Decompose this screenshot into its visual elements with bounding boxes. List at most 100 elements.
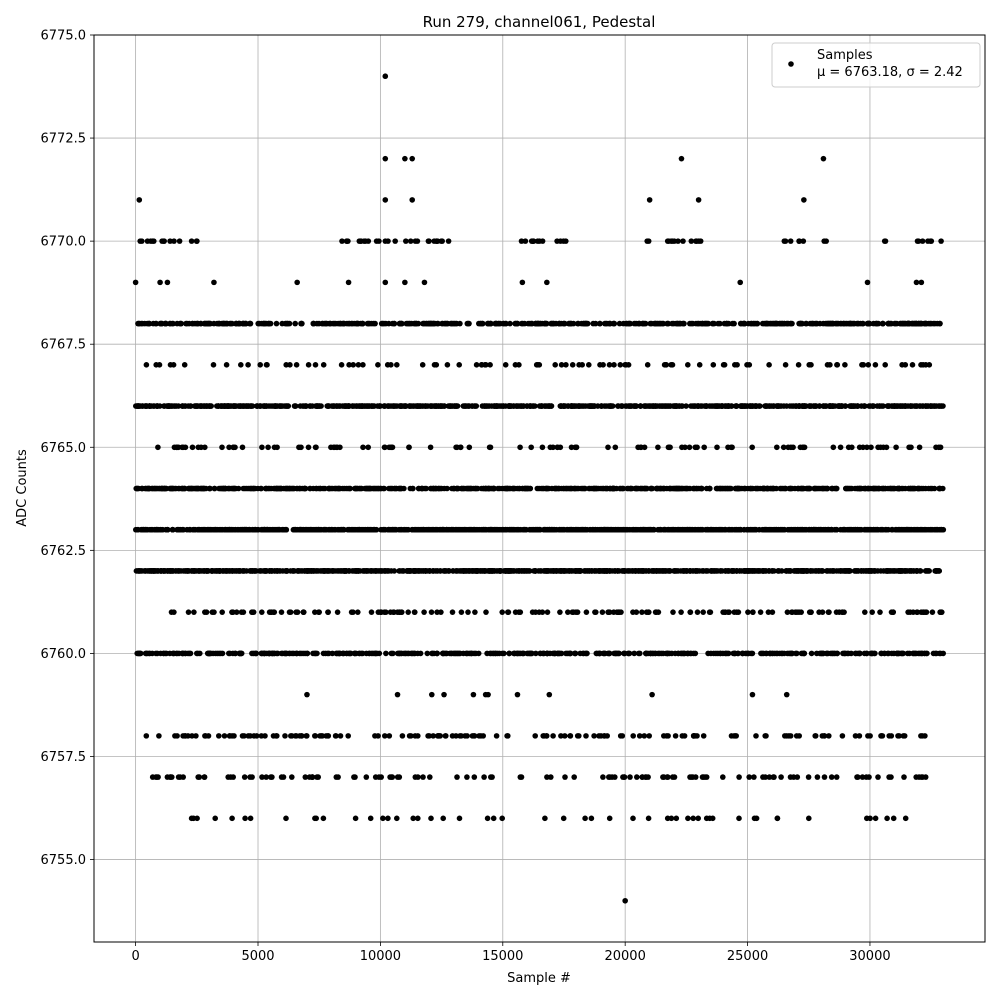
data-point [153, 320, 159, 327]
data-point [440, 526, 447, 533]
data-point [274, 650, 280, 657]
data-point [599, 568, 606, 574]
data-point [710, 362, 717, 368]
data-point [261, 403, 268, 409]
data-point [442, 568, 448, 574]
data-point [487, 526, 493, 533]
data-point [580, 650, 586, 657]
data-point [681, 650, 688, 657]
data-point [766, 362, 772, 368]
data-point [181, 485, 188, 492]
data-point [928, 320, 934, 327]
data-point [539, 609, 546, 615]
data-point [439, 650, 446, 657]
data-point [368, 609, 375, 615]
data-point [506, 526, 513, 533]
data-point [640, 320, 646, 327]
data-point [771, 650, 778, 657]
data-point [366, 403, 373, 409]
data-point [361, 568, 368, 574]
data-point [885, 320, 892, 327]
data-point [534, 238, 541, 244]
data-point [160, 650, 167, 657]
data-point [420, 320, 427, 327]
data-point [382, 733, 388, 739]
data-point [906, 320, 913, 327]
data-point [511, 650, 518, 657]
data-point [301, 609, 307, 615]
data-point [574, 609, 581, 615]
data-point [568, 403, 574, 409]
data-point [566, 320, 572, 327]
data-point [557, 609, 563, 615]
data-point [834, 650, 840, 657]
data-point [696, 362, 703, 368]
data-point [337, 320, 343, 327]
data-point [426, 568, 433, 574]
data-point [563, 650, 569, 657]
data-point [285, 320, 291, 327]
data-point [381, 444, 388, 451]
data-point [141, 568, 148, 574]
data-point [616, 320, 623, 327]
data-point [828, 526, 834, 533]
data-point [751, 568, 758, 574]
data-point [274, 526, 281, 533]
data-point [543, 485, 550, 492]
data-point [824, 568, 830, 574]
data-point [403, 238, 409, 244]
data-point [457, 320, 463, 327]
data-point [169, 526, 176, 533]
data-point [601, 650, 608, 657]
data-point [259, 444, 265, 451]
data-point [611, 568, 617, 574]
data-point [458, 609, 465, 615]
data-point [374, 403, 381, 409]
data-point [164, 526, 171, 533]
data-point [603, 568, 610, 574]
data-point [940, 403, 946, 409]
data-point [753, 403, 759, 409]
data-point [285, 403, 291, 409]
data-point [444, 362, 451, 368]
data-point [571, 485, 578, 492]
data-point [677, 320, 684, 327]
data-point [502, 362, 509, 368]
data-point [694, 444, 700, 451]
data-point [615, 609, 622, 615]
data-point [398, 320, 404, 327]
data-point [742, 485, 749, 492]
data-point [305, 362, 312, 368]
data-point [397, 485, 404, 492]
data-point [312, 362, 319, 368]
data-point [781, 526, 787, 533]
data-point [763, 526, 770, 533]
data-point [256, 320, 263, 327]
data-point [298, 444, 304, 451]
data-point [335, 650, 341, 657]
data-point [870, 526, 877, 533]
data-point [911, 650, 918, 657]
data-point [274, 444, 280, 451]
data-point [310, 485, 317, 492]
data-point [341, 650, 347, 657]
data-point [631, 320, 638, 327]
data-point [816, 609, 822, 615]
data-point [858, 526, 865, 533]
data-point [478, 362, 485, 368]
data-point [188, 238, 195, 244]
data-point [541, 650, 547, 657]
data-point [882, 238, 889, 244]
data-point [633, 609, 640, 615]
data-point [170, 485, 177, 492]
data-point [927, 403, 934, 409]
data-point [579, 526, 586, 533]
data-point [163, 485, 169, 492]
data-point [827, 362, 833, 368]
data-point [475, 526, 481, 533]
data-point [341, 568, 348, 574]
data-point [558, 568, 564, 574]
data-point [806, 526, 812, 533]
data-point [813, 650, 820, 657]
data-point [930, 650, 937, 657]
